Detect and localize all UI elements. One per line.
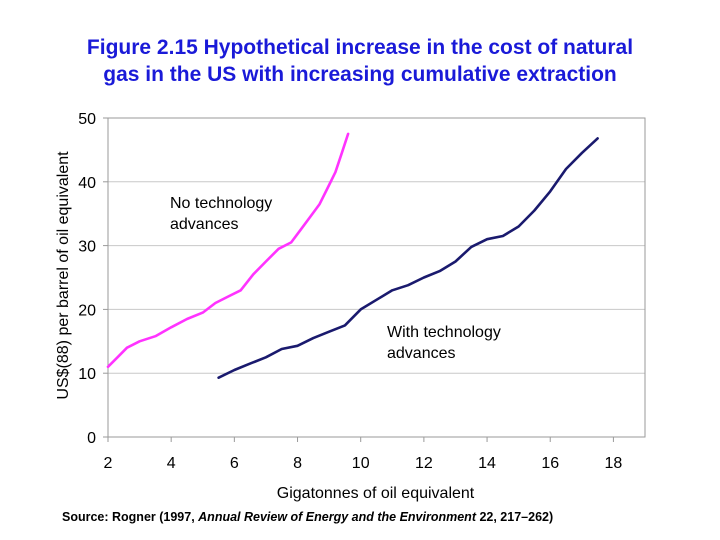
x-tick-label: 10 [352, 455, 370, 472]
chart-title: Figure 2.15 Hypothetical increase in the… [20, 34, 700, 88]
x-tick-label: 6 [230, 455, 239, 472]
x-tick-label: 14 [478, 455, 496, 472]
y-tick-label: 50 [78, 111, 96, 128]
y-axis-title: US$(88) per barrel of oil equivalent [55, 151, 72, 400]
x-tick-label: 16 [541, 455, 559, 472]
source-prefix: Source: Rogner (1997, [62, 510, 199, 524]
chart-title-line-1: Figure 2.15 Hypothetical increase in the… [86, 36, 634, 59]
y-tick-label: 30 [78, 239, 96, 256]
series-annotation: With technology [387, 324, 501, 341]
plot-frame [107, 117, 646, 438]
line-chart: 2 4 6 8 10 12 14 16 18 0 10 20 30 40 50 Gigatonnes of o… [55, 111, 646, 502]
series-annotation: advances [387, 345, 456, 362]
x-tick-label: 18 [605, 455, 623, 472]
series-annotation: No technology [170, 195, 272, 212]
x-tick-label: 2 [104, 455, 113, 472]
chart-title-line-2: gas in the US with increasing cumulative… [103, 63, 617, 86]
y-tick-label: 40 [78, 175, 96, 192]
series-annotation: advances [170, 216, 239, 233]
source-citation: Source: Rogner (1997, Annual Review of E… [62, 510, 553, 524]
x-axis-title: Gigatonnes of oil equivalent [277, 485, 475, 502]
y-tick-label: 20 [78, 302, 96, 319]
series-line [217, 137, 599, 379]
y-tick-label: 10 [78, 366, 96, 383]
source-journal: Annual Review of Energy and the Environm… [198, 510, 476, 524]
y-tick-label: 0 [87, 430, 96, 447]
x-tick-label: 12 [415, 455, 433, 472]
series-line [106, 132, 350, 369]
x-tick-label: 4 [167, 455, 176, 472]
x-tick-label: 8 [293, 455, 302, 472]
source-suffix: 22, 217–262) [475, 510, 554, 524]
